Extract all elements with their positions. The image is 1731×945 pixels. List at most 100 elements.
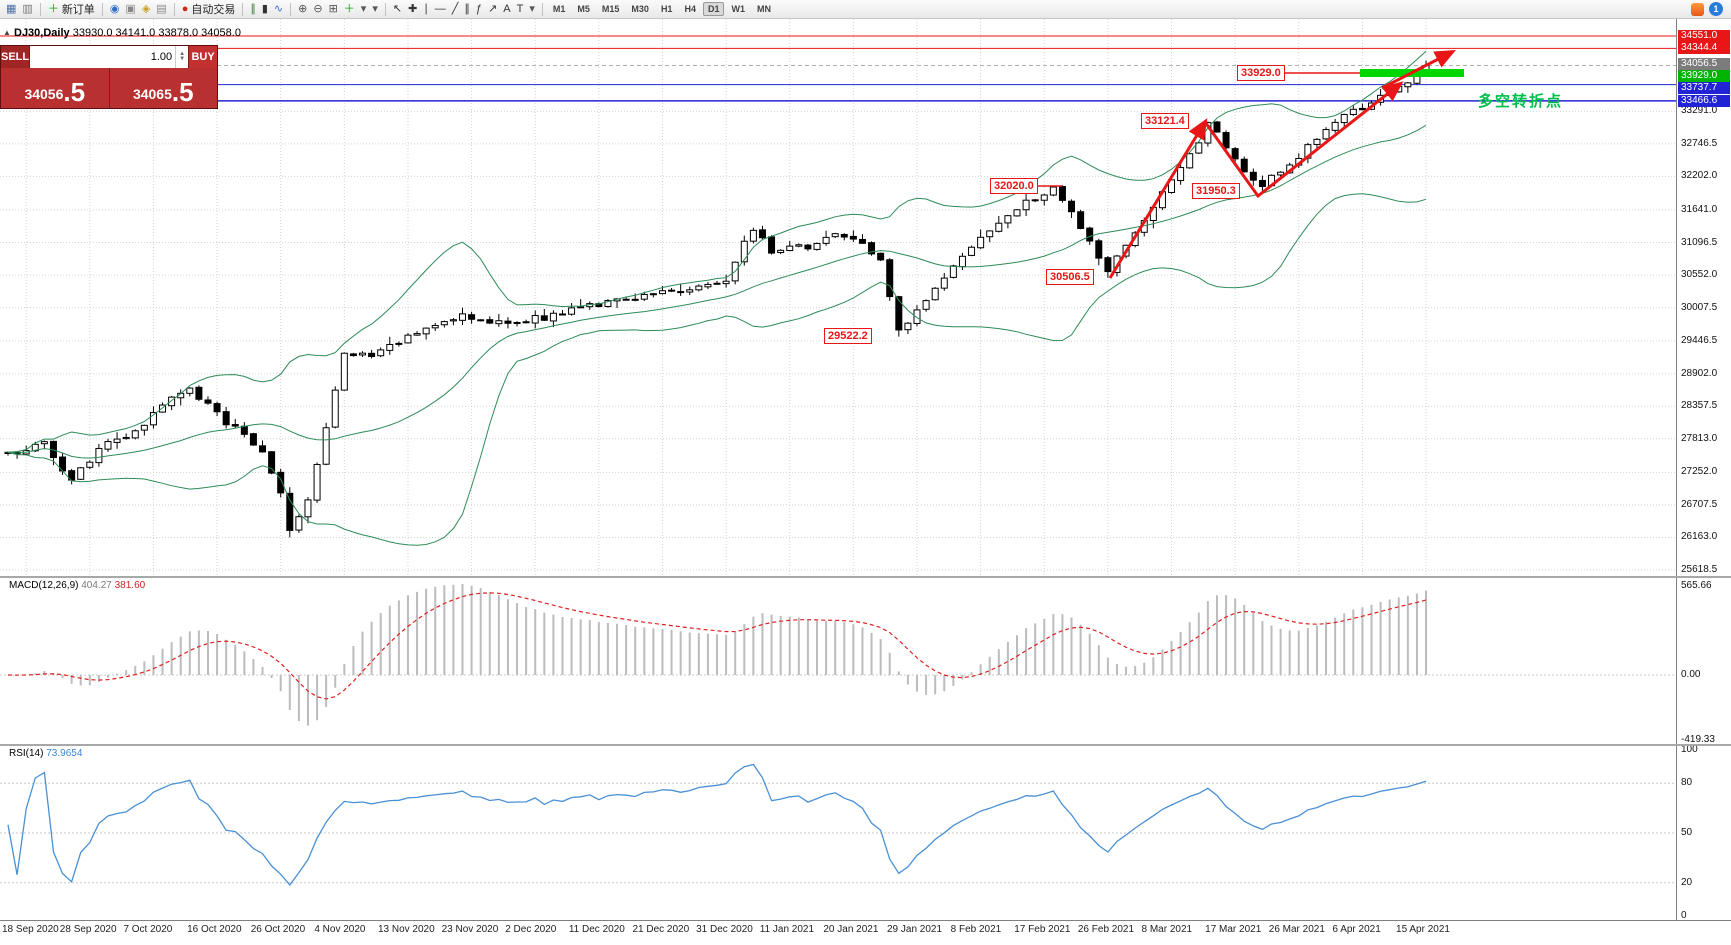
fibonacci-tool-button[interactable]: ƒ [473,1,485,17]
templates-button[interactable]: ▾ [369,1,381,17]
zoom-out-button[interactable]: ⊖ [310,1,325,17]
one-click-trading-toggle[interactable]: ▲ [3,28,11,37]
sell-button[interactable]: SELL [1,46,31,68]
rsi-name: RSI(14) [9,748,44,759]
auto-arrange-button[interactable]: ⊞ [326,1,341,17]
timeframe-m1-button[interactable]: M1 [552,4,566,14]
chart-ohlc-values: 33930.0 34141.0 33878.0 34058.0 [72,27,241,39]
date-tick-label: 17 Mar 2021 [1205,924,1262,935]
price-level-badge: 34551.0 [1678,30,1730,42]
market-watch-button[interactable]: ◉ [107,1,123,17]
bid-price[interactable]: 34056.5 [1,68,109,108]
label-tool-button[interactable]: T [514,1,527,17]
macd-indicator-label: MACD(12,26,9) 404.27 381.60 [9,580,145,591]
price-tick-label: 30007.5 [1681,301,1718,313]
toolbar-separator [173,2,175,16]
timeframe-mn-button[interactable]: MN [756,4,771,14]
text-tool-button[interactable]: A [500,1,513,17]
new-chart-button[interactable]: ▦ [3,1,19,17]
bars-chart-button[interactable]: ∥ [247,1,259,17]
price-tick-label: 31096.5 [1681,236,1718,248]
toolbar-separator [242,2,244,16]
periods-list-button[interactable]: ▾ [358,1,370,17]
turning-point-annotation: 多空转折点 [1478,93,1564,110]
auto-trading-button[interactable]: ● 自动交易 [179,1,239,17]
new-chart-icon: ▦ [6,3,17,15]
date-tick-label: 31 Dec 2020 [696,924,753,935]
spin-up-icon[interactable]: ▲ [179,51,186,57]
horizontal-line-tool-button[interactable]: ― [432,1,449,17]
vertical-line-tool-button[interactable]: ∣ [420,1,432,17]
cursor-tool-icon: ↖ [392,3,403,15]
ask-price[interactable]: 34065.5 [110,68,218,108]
price-tick-label: 30552.0 [1681,269,1718,281]
date-tick-label: 4 Nov 2020 [314,924,366,935]
terminal-window-icon: ▤ [156,3,167,15]
chart-profiles-icon: ▥ [22,3,33,15]
date-tick-label: 26 Oct 2020 [250,924,306,935]
crosshair-tool-button[interactable]: ✚ [405,1,420,17]
price-annotation-31950.3: 31950.3 [1192,183,1240,199]
date-tick-label: 6 Apr 2021 [1332,924,1381,935]
channel-tool-button[interactable]: ∥ [461,1,473,17]
date-tick-label: 26 Feb 2021 [1077,924,1135,935]
price-tick-label: 27813.0 [1681,432,1718,444]
chart-annotations [1038,49,1464,279]
candlesticks-chart-button[interactable]: ▮ [259,1,271,17]
line-chart-button[interactable]: ∿ [271,1,286,17]
rsi-scale-label: 0 [1681,910,1687,921]
data-window-button[interactable]: ▣ [122,1,138,17]
zoom-in-button[interactable]: ⊕ [295,1,310,17]
cursor-tool-button[interactable]: ↖ [390,1,405,17]
overlay-app-icon[interactable] [1691,2,1704,16]
bid-price-frac: .5 [63,77,86,107]
timeframe-m30-button[interactable]: M30 [631,4,649,14]
price-tick-label: 27252.0 [1681,466,1718,478]
timeframe-d1-button[interactable]: D1 [702,2,725,16]
timeframe-m5-button[interactable]: M5 [577,4,590,14]
main-toolbar: 1 ▦ ▥ ＋新订单 ◉ ▣ ◈ ▤ ● 自动交易 ∥ ▮ ∿ ⊕ ⊖ ⊞ ＋ ▾ ▾ ↖ ✚ ∣ ― ╱ ∥ ƒ ↗ A T ▾ M1 M… [0,0,1731,19]
zoom-out-icon: ⊖ [313,3,323,15]
price-level-badge: 34056.5 [1678,58,1730,70]
macd-pane [0,584,1676,726]
date-tick-label: 26 Mar 2021 [1268,924,1325,935]
toolbar-separator [541,2,543,16]
trendline-tool-button[interactable]: ╱ [449,1,462,17]
shapes-list-button[interactable]: ▾ [526,1,538,17]
date-tick-label: 13 Nov 2020 [377,924,435,935]
price-annotation-30506.5: 30506.5 [1046,269,1094,285]
new-order-icon: ＋ [47,3,59,15]
price-axis[interactable]: 33291.0 32746.5 32202.0 31641.0 31096.5 30552… [1677,19,1731,945]
date-axis[interactable]: 18 Sep 2020 28 Sep 2020 7 Oct 2020 16 Oct 2… [0,920,1731,945]
date-tick-label: 21 Dec 2020 [632,924,690,935]
indicators-list-button[interactable]: ＋ [341,1,358,17]
date-tick-label: 7 Oct 2020 [123,924,173,935]
toolbar-separator [384,2,386,16]
rsi-indicator-label: RSI(14) 73.9654 [9,748,82,759]
timeframe-w1-button[interactable]: W1 [731,4,745,14]
market-watch-icon: ◉ [109,3,120,15]
chart-grid [0,19,1676,576]
timeframe-h1-button[interactable]: H1 [660,4,673,14]
data-window-icon: ▣ [125,3,136,15]
new-order-button[interactable]: ＋新订单 [45,1,98,17]
timeframe-h4-button[interactable]: H4 [684,4,696,14]
spin-down-icon[interactable]: ▼ [179,56,186,62]
volume-spinner[interactable]: ▲ ▼ [175,46,188,68]
chart-profiles-button[interactable]: ▥ [19,1,35,17]
toolbar-separator [39,2,41,16]
macd-signal-value: 381.60 [114,580,146,591]
date-tick-label: 18 Sep 2020 [2,924,59,935]
rsi-panel-separator[interactable] [0,744,1731,746]
timeframe-m15-button[interactable]: M15 [601,4,620,14]
navigator-button[interactable]: ◈ [139,1,153,17]
notification-badge[interactable]: 1 [1709,2,1723,16]
buy-button[interactable]: BUY [188,46,217,68]
arrows-tool-button[interactable]: ↗ [485,1,500,17]
volume-input[interactable] [30,46,176,68]
terminal-window-button[interactable]: ▤ [153,1,169,17]
macd-panel-separator[interactable] [0,576,1731,578]
price-annotation-29522.2: 29522.2 [824,328,872,344]
ask-price-frac: .5 [171,77,194,107]
